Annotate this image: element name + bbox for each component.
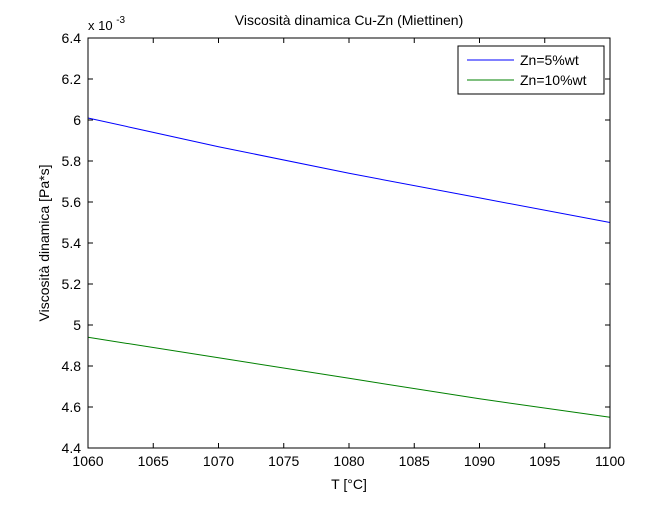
x-tick-label: 1060 xyxy=(72,453,103,469)
x-tick-label: 1095 xyxy=(529,453,560,469)
y-tick-label: 5.8 xyxy=(62,153,82,169)
legend-label-zn-5: Zn=5%wt xyxy=(520,52,579,68)
chart-title: Viscosità dinamica Cu-Zn (Miettinen) xyxy=(235,12,464,28)
x-tick-label: 1090 xyxy=(464,453,495,469)
y-tick-label: 6.2 xyxy=(62,71,82,87)
y-tick-label: 4.6 xyxy=(62,399,82,415)
series-line-zn-10-wt xyxy=(87,336,611,418)
y-tick-label: 4.8 xyxy=(62,358,82,374)
x-axis-label: T [°C] xyxy=(331,476,367,492)
y-tick-label: 6 xyxy=(73,112,81,128)
y-axis-ticks: 4.4 4.6 4.8 5 5.2 5.4 5.6 5.8 6 6.2 6.4 xyxy=(62,30,610,456)
y-axis-exponent-power: -3 xyxy=(116,15,125,26)
legend-label-zn-10: Zn=10%wt xyxy=(520,72,587,88)
series-layer xyxy=(87,117,611,418)
x-axis-ticks: 1060 1065 1070 1075 1080 1085 1090 1095 1100 xyxy=(72,38,625,469)
y-tick-label: 5 xyxy=(73,317,81,333)
plot-area xyxy=(88,38,610,448)
legend-box xyxy=(457,45,605,95)
series-line-zn-5-wt xyxy=(87,117,611,223)
x-tick-label: 1070 xyxy=(203,453,234,469)
x-tick-label: 1065 xyxy=(138,453,169,469)
x-tick-label: 1100 xyxy=(595,453,625,469)
y-axis-label: Viscosità dinamica [Pa*s] xyxy=(36,165,52,322)
y-tick-label: 5.6 xyxy=(62,194,82,210)
y-tick-label: 5.2 xyxy=(62,276,82,292)
x-tick-label: 1080 xyxy=(333,453,364,469)
y-axis-exponent: x 10 -3 xyxy=(88,15,126,33)
x-tick-label: 1085 xyxy=(399,453,430,469)
y-tick-label: 4.4 xyxy=(62,440,82,456)
y-tick-label: 6.4 xyxy=(62,30,82,46)
legend: Zn=5%wt Zn=10%wt xyxy=(457,45,605,95)
y-tick-label: 5.4 xyxy=(62,235,82,251)
y-axis-exponent-base: x 10 xyxy=(88,18,113,33)
x-tick-label: 1075 xyxy=(268,453,299,469)
